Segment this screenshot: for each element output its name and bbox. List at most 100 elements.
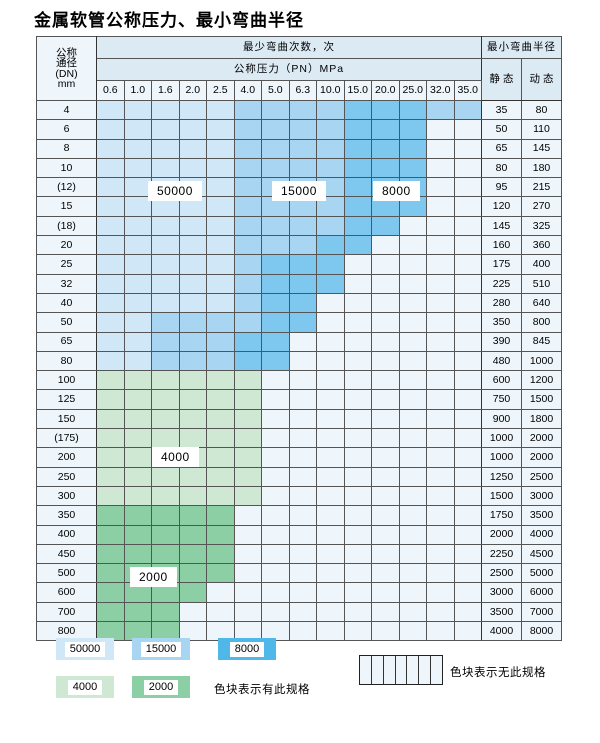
dynamic-radius-cell: 400 [521, 254, 562, 275]
dynamic-radius-cell: 3000 [521, 485, 562, 507]
spec-cell [426, 428, 455, 449]
spec-cell [453, 312, 482, 333]
spec-cell [178, 621, 207, 642]
dynamic-radius-cell: 845 [521, 331, 562, 352]
table-row: 350 1750 3500 [36, 505, 562, 526]
spec-cell [343, 428, 372, 449]
spec-cell [288, 389, 317, 410]
spec-cell [453, 370, 482, 391]
dn-value-cell: 32 [36, 273, 97, 294]
table-row: 80 480 1000 [36, 350, 562, 372]
spec-cell [123, 447, 152, 468]
spec-cell [343, 235, 372, 256]
banner-15000: 15000 [272, 181, 326, 201]
spec-cell [371, 601, 400, 623]
spec-cell [371, 350, 400, 372]
spec-cell [288, 119, 317, 140]
spec-cell [233, 215, 262, 237]
spec-cell [261, 601, 290, 623]
spec-cell [261, 350, 290, 372]
spec-cell [178, 563, 207, 584]
spec-cell [233, 235, 262, 256]
header-row-3: 0.6 1.0 1.6 2.0 2.5 4.0 5.0 6.3 10.0 15.0 20.0 25.0… [37, 80, 562, 101]
spec-cell [261, 389, 290, 410]
spec-cell [96, 408, 125, 430]
spec-cell [233, 273, 262, 294]
spec-cell [453, 601, 482, 623]
spec-cell [123, 292, 152, 314]
spec-cell [343, 254, 372, 275]
dn-value-cell: 4 [36, 99, 97, 121]
bend-count-header: 最少弯曲次数，次 [96, 36, 482, 59]
spec-cell [288, 215, 317, 237]
pn-header-6.3: 6.3 [288, 80, 317, 101]
dn-value-cell: 150 [36, 408, 97, 430]
spec-cell [261, 215, 290, 237]
spec-cell [316, 466, 345, 487]
spec-cell [178, 350, 207, 372]
spec-cell [123, 621, 152, 642]
pn-header-20.0: 20.0 [371, 80, 400, 101]
spec-cell [96, 273, 125, 294]
spec-cell [151, 408, 180, 430]
dn-value-cell: 500 [36, 563, 97, 584]
spec-cell [96, 447, 125, 468]
static-radius-cell: 600 [481, 370, 522, 391]
spec-cell [343, 543, 372, 565]
spec-cell [288, 312, 317, 333]
spec-cell [316, 119, 345, 140]
table-row: 15 120 270 [36, 196, 562, 217]
spec-cell [426, 312, 455, 333]
spec-cell [398, 447, 427, 468]
spec-cell [343, 350, 372, 372]
spec-cell [288, 157, 317, 179]
dynamic-radius-cell: 360 [521, 235, 562, 256]
dynamic-radius-cell: 145 [521, 138, 562, 159]
spec-cell [426, 177, 455, 198]
dynamic-radius-cell: 6000 [521, 582, 562, 603]
spec-cell [343, 196, 372, 217]
static-radius-cell: 900 [481, 408, 522, 430]
spec-cell [151, 485, 180, 507]
spec-cell [288, 447, 317, 468]
spec-cell [453, 292, 482, 314]
spec-cell [96, 505, 125, 526]
spec-cell [371, 466, 400, 487]
spec-cell [123, 138, 152, 159]
spec-cell [453, 389, 482, 410]
spec-cell [371, 138, 400, 159]
spec-cell [398, 157, 427, 179]
dn-value-cell: 15 [36, 196, 97, 217]
spec-cell [426, 485, 455, 507]
spec-cell [371, 621, 400, 642]
spec-cell [123, 543, 152, 565]
spec-cell [453, 621, 482, 642]
spec-cell [123, 312, 152, 333]
spec-cell [343, 99, 372, 121]
spec-cell [233, 524, 262, 545]
spec-cell [288, 292, 317, 314]
table-row: 50 350 800 [36, 312, 562, 333]
spec-cell [151, 157, 180, 179]
spec-cell [426, 273, 455, 294]
dn-header-cell: 公称 通径 (DN) mm [36, 36, 97, 101]
spec-cell [151, 543, 180, 565]
spec-cell [178, 138, 207, 159]
spec-cell [343, 582, 372, 603]
spec-cell [316, 601, 345, 623]
spec-cell [233, 99, 262, 121]
spec-cell [316, 428, 345, 449]
pn-header: 公称压力（PN）MPa [96, 58, 482, 81]
spec-cell [453, 331, 482, 352]
spec-cell [178, 254, 207, 275]
spec-cell [261, 157, 290, 179]
dynamic-radius-cell: 2500 [521, 466, 562, 487]
spec-cell [261, 621, 290, 642]
spec-cell [398, 138, 427, 159]
table-row: 32 225 510 [36, 273, 562, 294]
spec-cell [151, 466, 180, 487]
spec-cell [288, 408, 317, 430]
spec-cell [426, 215, 455, 237]
spec-cell [96, 254, 125, 275]
spec-cell [261, 99, 290, 121]
